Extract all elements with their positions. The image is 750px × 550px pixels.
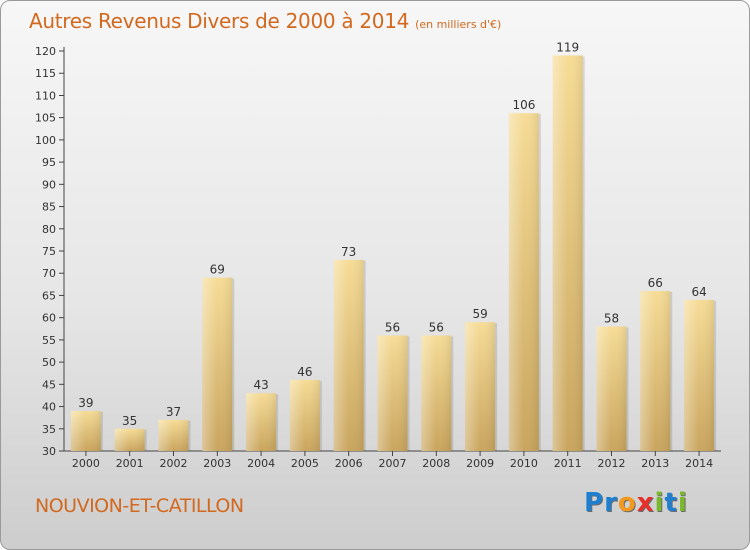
y-tick-label: 50 [42, 356, 56, 369]
data-label: 35 [122, 414, 137, 428]
x-tick-label: 2014 [685, 457, 713, 470]
bar-highlight [70, 411, 101, 451]
data-label: 64 [691, 285, 706, 299]
bar-highlight [421, 335, 452, 451]
data-label: 58 [604, 312, 619, 326]
data-label: 73 [341, 245, 356, 259]
data-label: 43 [253, 378, 268, 392]
x-tick-label: 2006 [335, 457, 363, 470]
x-tick-label: 2002 [160, 457, 188, 470]
y-tick-label: 60 [42, 312, 56, 325]
x-tick-label: 2000 [72, 457, 100, 470]
y-tick-label: 120 [35, 45, 56, 58]
data-label: 66 [648, 276, 663, 290]
commune-name: NOUVION-ET-CATILLON [35, 495, 244, 517]
y-tick-label: 45 [42, 378, 56, 391]
y-tick-label: 30 [42, 445, 56, 458]
logo-letter: t [664, 488, 678, 518]
logo-letter: x [636, 488, 655, 518]
x-tick-label: 2003 [203, 457, 231, 470]
bar-highlight [465, 322, 496, 451]
y-tick-label: 55 [42, 334, 56, 347]
logo-letter: o [617, 488, 637, 518]
y-tick-label: 85 [42, 201, 56, 214]
y-tick-label: 115 [35, 67, 56, 80]
data-label: 37 [166, 405, 181, 419]
bar-highlight [508, 113, 539, 451]
bar-highlight [246, 393, 277, 451]
y-tick-label: 75 [42, 245, 56, 258]
bar-highlight [333, 259, 364, 451]
data-label: 46 [297, 365, 312, 379]
logo-letter: r [604, 488, 618, 518]
x-tick-label: 2001 [116, 457, 144, 470]
logo-letter: i [677, 488, 688, 518]
x-tick-label: 2004 [247, 457, 275, 470]
data-label: 39 [78, 396, 93, 410]
proxiti-logo: Proxiti [584, 488, 688, 518]
logo-letter: P [584, 488, 605, 518]
x-tick-label: 2008 [422, 457, 450, 470]
bar-highlight [202, 277, 233, 451]
chart-title-text: Autres Revenus Divers de 2000 à 2014 [29, 9, 410, 33]
bar-highlight [596, 326, 627, 451]
x-tick-label: 2005 [291, 457, 319, 470]
bar-highlight [289, 379, 320, 451]
data-label: 59 [472, 307, 487, 321]
bar-highlight [377, 335, 408, 451]
y-tick-label: 100 [35, 134, 56, 147]
y-tick-label: 90 [42, 178, 56, 191]
x-tick-label: 2013 [641, 457, 669, 470]
y-tick-label: 95 [42, 156, 56, 169]
y-tick-label: 110 [35, 89, 56, 102]
chart-title: Autres Revenus Divers de 2000 à 2014 (en … [29, 9, 501, 33]
y-tick-label: 65 [42, 289, 56, 302]
x-tick-label: 2011 [554, 457, 582, 470]
y-tick-label: 35 [42, 423, 56, 436]
y-tick-label: 80 [42, 223, 56, 236]
bar-highlight [158, 419, 189, 451]
x-tick-label: 2009 [466, 457, 494, 470]
chart-subtitle: (en milliers d'€) [415, 18, 502, 31]
bar-highlight [640, 291, 671, 451]
data-label: 119 [556, 40, 579, 54]
logo-letter: i [654, 488, 665, 518]
data-label: 56 [385, 320, 400, 334]
x-tick-label: 2012 [598, 457, 626, 470]
bar-highlight [684, 299, 715, 451]
data-label: 69 [210, 263, 225, 277]
y-tick-label: 40 [42, 401, 56, 414]
x-tick-label: 2010 [510, 457, 538, 470]
y-tick-label: 105 [35, 112, 56, 125]
x-tick-label: 2007 [379, 457, 407, 470]
bar-highlight [552, 55, 583, 451]
data-label: 106 [512, 98, 535, 112]
y-tick-label: 70 [42, 267, 56, 280]
bar-highlight [114, 428, 145, 451]
data-label: 56 [429, 320, 444, 334]
